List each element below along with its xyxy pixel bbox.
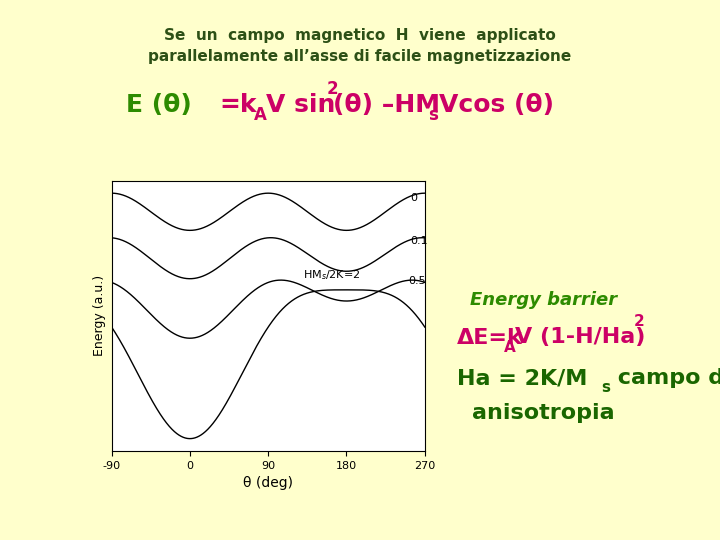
- Text: 2: 2: [634, 314, 644, 329]
- Text: 0.1: 0.1: [410, 236, 428, 246]
- Text: =k: =k: [220, 93, 257, 117]
- Text: campo di: campo di: [610, 368, 720, 388]
- X-axis label: θ (deg): θ (deg): [243, 476, 293, 490]
- Text: Energy barrier: Energy barrier: [470, 291, 617, 309]
- Text: s: s: [601, 380, 610, 395]
- Text: E (θ): E (θ): [126, 93, 200, 117]
- Text: parallelamente all’asse di facile magnetizzazione: parallelamente all’asse di facile magnet…: [148, 49, 572, 64]
- Text: 0: 0: [410, 193, 417, 202]
- Text: 0.5: 0.5: [408, 276, 426, 286]
- Text: A: A: [253, 106, 266, 124]
- Text: V (1-H/Ha): V (1-H/Ha): [515, 327, 645, 348]
- Y-axis label: Energy (a.u.): Energy (a.u.): [93, 275, 106, 356]
- Text: (θ) –HM: (θ) –HM: [333, 93, 440, 117]
- Text: ΔE=k: ΔE=k: [457, 327, 523, 348]
- Text: V sin: V sin: [266, 93, 336, 117]
- Text: 2: 2: [326, 80, 338, 98]
- Text: s: s: [428, 106, 438, 124]
- Text: HM$_s$/2K=2: HM$_s$/2K=2: [303, 268, 361, 282]
- Text: Se  un  campo  magnetico  H  viene  applicato: Se un campo magnetico H viene applicato: [164, 28, 556, 43]
- Text: A: A: [504, 340, 516, 355]
- Text: anisotropia: anisotropia: [472, 403, 615, 423]
- Text: Vcos (θ): Vcos (θ): [439, 93, 554, 117]
- Text: Ha = 2K/M: Ha = 2K/M: [457, 368, 588, 388]
